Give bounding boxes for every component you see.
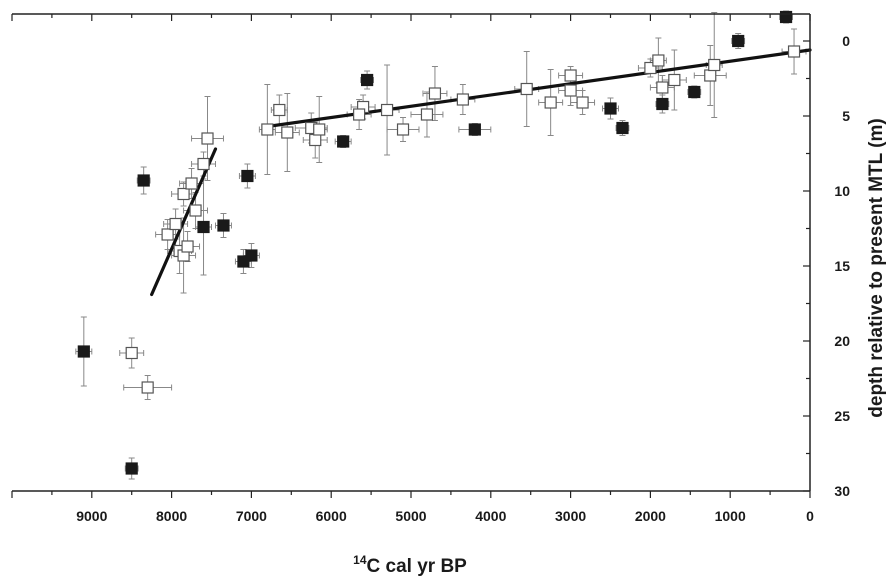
filled-square-point (197, 220, 210, 234)
filled-square-point (361, 73, 374, 87)
y-axis-ticks: 0 5 10 15 20 25 30 (803, 33, 850, 499)
open-square-point (169, 217, 182, 231)
x-tick-label: 1000 (715, 508, 746, 524)
filled-square-point (732, 34, 745, 48)
data-markers (77, 10, 801, 475)
filled-square-point (241, 169, 254, 183)
y-tick-label: 5 (842, 108, 850, 124)
open-square-point (161, 228, 174, 241)
y-tick-label: 10 (834, 183, 850, 199)
x-axis-title-superscript: 14 (353, 553, 367, 567)
filled-square-point (656, 97, 669, 111)
open-square-point (420, 108, 434, 121)
open-square-point (353, 108, 366, 121)
x-tick-label: 2000 (635, 508, 666, 524)
x-tick-label: 8000 (156, 508, 187, 524)
open-square-point (189, 204, 202, 217)
x-tick-label: 9000 (76, 508, 107, 524)
open-square-point (456, 93, 469, 106)
open-square-point (428, 87, 442, 100)
open-square-point (309, 133, 322, 147)
open-square-point (576, 96, 589, 109)
open-square-point (656, 81, 669, 94)
open-square-point (704, 69, 717, 82)
open-square-point (281, 126, 294, 139)
open-square-point (564, 84, 577, 97)
y-tick-label: 0 (842, 33, 850, 49)
filled-square-point (137, 174, 150, 187)
filled-square-point (468, 123, 481, 136)
open-square-point (313, 123, 326, 136)
filled-square-point (77, 345, 90, 358)
x-tick-label: 3000 (555, 508, 586, 524)
trend-line (150, 147, 218, 297)
filled-square-point (688, 85, 701, 99)
filled-square-point (779, 10, 793, 24)
y-tick-label: 15 (834, 258, 850, 274)
filled-square-point (217, 219, 230, 232)
x-axis-title: 14C cal yr BP (353, 553, 467, 577)
open-square-point (177, 187, 190, 201)
open-square-point (396, 123, 410, 136)
x-axis-ticks: 9000 8000 7000 6000 5000 4000 3000 2000 1000 0 (11, 14, 814, 524)
open-square-point (668, 73, 681, 87)
filled-square-point (245, 249, 258, 262)
open-square-point (652, 54, 665, 67)
open-square-point (520, 82, 533, 96)
open-square-point (544, 96, 557, 109)
open-square-point (708, 58, 721, 72)
x-tick-label: 6000 (316, 508, 347, 524)
open-square-point (380, 103, 394, 117)
open-square-point (564, 69, 577, 82)
filled-square-point (125, 462, 138, 475)
open-square-point (273, 103, 286, 117)
y-tick-label: 30 (834, 483, 850, 499)
trend-line (265, 48, 812, 129)
open-square-point (644, 61, 657, 75)
plot-frame (12, 13, 811, 492)
open-square-point (261, 123, 274, 136)
open-square-point (125, 346, 138, 360)
x-tick-label: 5000 (395, 508, 426, 524)
x-tick-label: 4000 (475, 508, 506, 524)
filled-square-point (337, 135, 350, 148)
open-square-point (787, 45, 801, 58)
open-square-point (201, 132, 214, 145)
x-axis-title-text: C cal yr BP (367, 556, 468, 577)
x-tick-label: 7000 (236, 508, 267, 524)
filled-square-point (616, 121, 629, 135)
y-tick-label: 20 (834, 333, 850, 349)
open-square-point (185, 177, 198, 190)
open-square-point (141, 381, 154, 394)
y-tick-label: 25 (834, 408, 850, 424)
open-square-point (197, 157, 210, 171)
filled-square-point (604, 102, 617, 115)
open-square-point (181, 240, 194, 253)
x-tick-label: 0 (806, 508, 814, 524)
y-axis-title: depth relative to present MTL (m) (866, 118, 887, 417)
